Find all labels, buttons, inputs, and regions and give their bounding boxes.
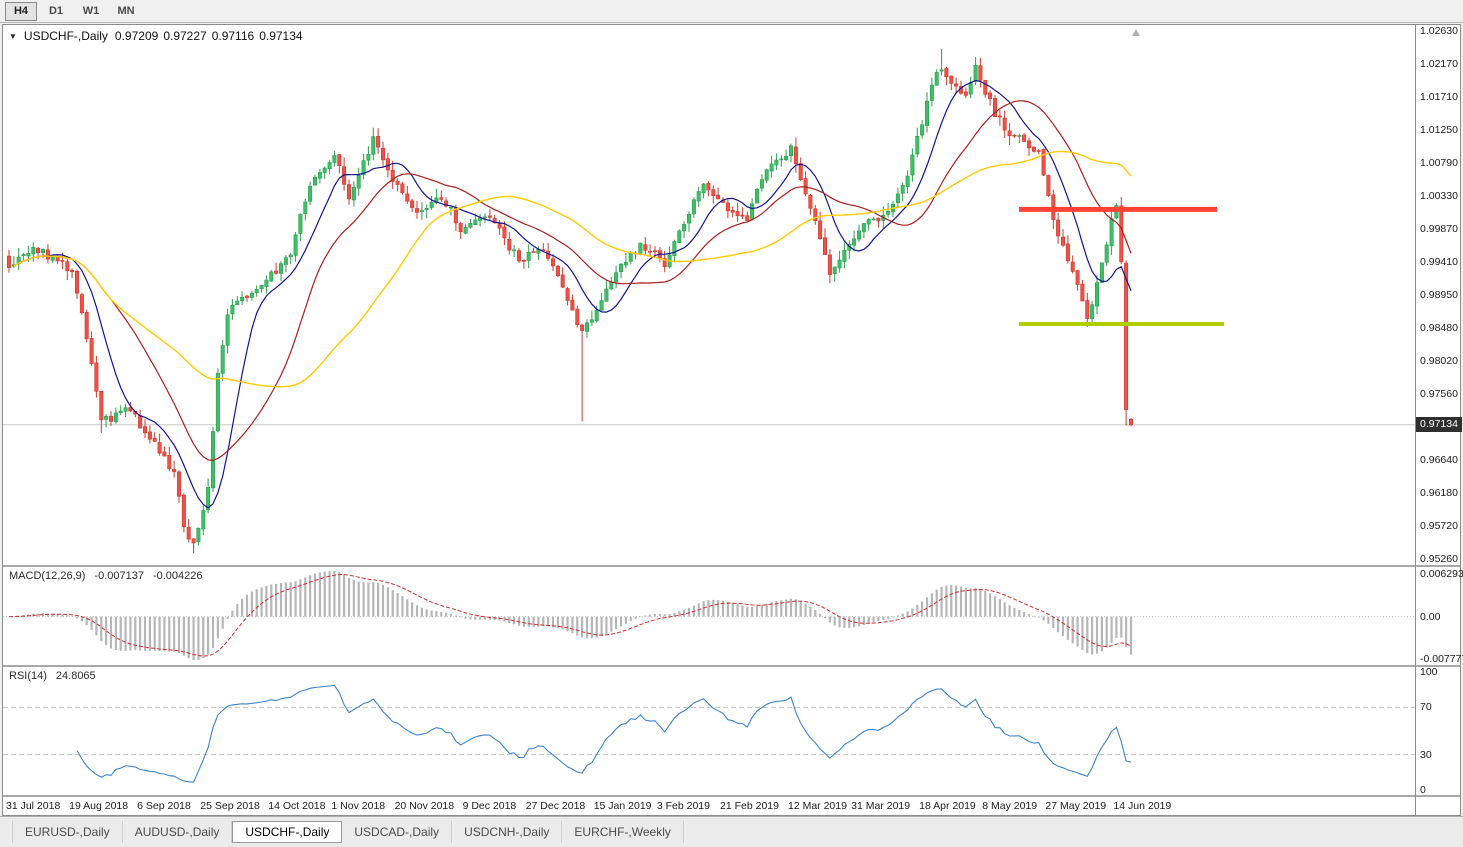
date-tick-label: 15 Jan 2019 bbox=[593, 800, 652, 812]
date-tick-label: 14 Jun 2019 bbox=[1113, 800, 1172, 812]
price-tick-label: 0.98950 bbox=[1420, 288, 1458, 301]
macd-signal-line bbox=[9, 574, 1132, 657]
price-tick-label: 0.97560 bbox=[1420, 388, 1458, 401]
macd-signal-value: -0.004226 bbox=[152, 570, 203, 582]
chart-window[interactable]: ▼ USDCHF-,Daily 0.97209 0.97227 0.97116 … bbox=[2, 24, 1463, 816]
price-tick-label: 0.98480 bbox=[1420, 322, 1458, 335]
timeframe-group: H4 D1 W1 MN bbox=[5, 1, 142, 21]
rsi-axis-label: 0 bbox=[1420, 784, 1426, 796]
macd-indicator-label: MACD(12,26,9) -0.007137 -0.004226 bbox=[9, 570, 203, 582]
panel-separator bbox=[3, 795, 1460, 797]
price-tick-label: 0.95260 bbox=[1420, 553, 1458, 565]
price-tick-label: 0.96180 bbox=[1420, 487, 1458, 500]
date-tick-label: 14 Oct 2018 bbox=[268, 800, 326, 812]
chart-shift-marker-icon bbox=[1132, 29, 1140, 36]
chart-tab-usdchf-daily[interactable]: USDCHF-,Daily bbox=[232, 821, 343, 843]
timeframe-button-mn[interactable]: MN bbox=[117, 5, 135, 17]
price-tick-label: 0.98020 bbox=[1420, 355, 1458, 368]
date-tick-label: 27 Dec 2018 bbox=[525, 800, 586, 812]
macd-main-value: -0.007137 bbox=[94, 570, 144, 582]
chart-title-overlay: ▼ USDCHF-,Daily 0.97209 0.97227 0.97116 … bbox=[9, 29, 303, 43]
price-tick-label: 1.00330 bbox=[1420, 189, 1458, 202]
main-price-panel[interactable] bbox=[3, 25, 1415, 565]
date-tick-label: 25 Sep 2018 bbox=[200, 800, 260, 812]
macd-axis-label: 0.006293 bbox=[1420, 568, 1463, 580]
chart-symbol-period: USDCHF-,Daily bbox=[23, 29, 108, 43]
symbol-dropdown-icon[interactable]: ▼ bbox=[9, 31, 17, 41]
panel-separator[interactable] bbox=[3, 665, 1460, 667]
date-tick-label: 27 May 2019 bbox=[1045, 800, 1107, 812]
current-price-badge: 0.97134 bbox=[1416, 416, 1462, 432]
date-tick-label: 1 Nov 2018 bbox=[331, 800, 386, 812]
chart-tab-eurchf-weekly[interactable]: EURCHF-,Weekly bbox=[562, 821, 684, 843]
timeframe-toolbar: H4 D1 W1 MN bbox=[0, 0, 1463, 23]
price-tick-label: 1.01250 bbox=[1420, 123, 1458, 136]
price-tick-label: 1.02630 bbox=[1420, 25, 1458, 37]
date-tick-label: 9 Dec 2018 bbox=[462, 800, 517, 812]
price-tick-label: 0.99870 bbox=[1420, 222, 1458, 235]
rsi-axis-label: 70 bbox=[1420, 701, 1432, 714]
date-tick-label: 3 Feb 2019 bbox=[656, 800, 710, 812]
ohlc-open: 0.97209 bbox=[114, 29, 159, 43]
price-tick-label: 1.01710 bbox=[1420, 90, 1458, 103]
macd-axis-label: -0.007777 bbox=[1420, 653, 1463, 665]
macd-axis-label: 0.00 bbox=[1420, 610, 1441, 623]
ohlc-high: 0.97227 bbox=[163, 29, 207, 43]
ohlc-low: 0.97116 bbox=[211, 29, 255, 43]
date-tick-label: 21 Feb 2019 bbox=[720, 800, 779, 812]
candles bbox=[7, 48, 1134, 554]
macd-histogram bbox=[12, 571, 1133, 660]
date-tick-label: 20 Nov 2018 bbox=[394, 800, 455, 812]
date-tick-label: 31 Jul 2018 bbox=[6, 800, 61, 812]
date-tick-label: 8 May 2019 bbox=[982, 800, 1038, 812]
date-tick-label: 18 Apr 2019 bbox=[919, 800, 976, 812]
macd-panel[interactable] bbox=[3, 567, 1415, 665]
ma-line-fast-navy bbox=[13, 79, 1132, 509]
timeframe-button-w1[interactable]: W1 bbox=[82, 5, 100, 17]
date-tick-label: 6 Sep 2018 bbox=[137, 800, 191, 812]
date-tick-label: 19 Aug 2018 bbox=[69, 800, 129, 812]
date-tick-label: 31 Mar 2019 bbox=[851, 800, 911, 812]
rsi-panel[interactable] bbox=[3, 667, 1415, 795]
rsi-line bbox=[76, 684, 1132, 783]
ohlc-close: 0.97134 bbox=[259, 29, 303, 43]
chart-tab-audusd-daily[interactable]: AUDUSD-,Daily bbox=[123, 821, 233, 843]
ma-line-mid-red bbox=[13, 100, 1132, 462]
macd-indicator-name: MACD(12,26,9) bbox=[9, 570, 86, 582]
moving-averages bbox=[13, 79, 1132, 509]
rsi-value: 24.8065 bbox=[55, 670, 96, 682]
panel-separator[interactable] bbox=[3, 565, 1460, 567]
price-tick-label: 0.95720 bbox=[1420, 520, 1458, 533]
rsi-indicator-name: RSI(14) bbox=[9, 670, 47, 682]
timeframe-button-h4[interactable]: H4 bbox=[5, 1, 37, 21]
ma-line-slow-yellow bbox=[13, 150, 1132, 388]
chart-tab-usdcad-daily[interactable]: USDCAD-,Daily bbox=[342, 821, 453, 843]
price-tick-label: 0.96640 bbox=[1420, 454, 1458, 467]
chart-tab-usdcnh-daily[interactable]: USDCNH-,Daily bbox=[452, 821, 563, 843]
timeframe-button-d1[interactable]: D1 bbox=[48, 5, 64, 17]
rsi-axis-label: 100 bbox=[1420, 666, 1438, 678]
price-tick-label: 0.99410 bbox=[1420, 255, 1458, 268]
price-tick-label: 1.00790 bbox=[1420, 156, 1458, 169]
date-tick-label: 12 Mar 2019 bbox=[788, 800, 847, 812]
chart-tab-eurusd-daily[interactable]: EURUSD-,Daily bbox=[12, 821, 123, 843]
rsi-indicator-label: RSI(14) 24.8065 bbox=[9, 670, 96, 682]
price-tick-label: 1.02170 bbox=[1420, 57, 1458, 70]
date-axis[interactable]: 31 Jul 2018 19 Aug 2018 6 Sep 2018 25 Sep 2… bbox=[3, 797, 1415, 815]
price-axis-border bbox=[1415, 25, 1416, 815]
rsi-axis-label: 30 bbox=[1420, 748, 1432, 761]
chart-tab-bar: EURUSD-,Daily AUDUSD-,Daily USDCHF-,Daily U… bbox=[0, 816, 1463, 847]
